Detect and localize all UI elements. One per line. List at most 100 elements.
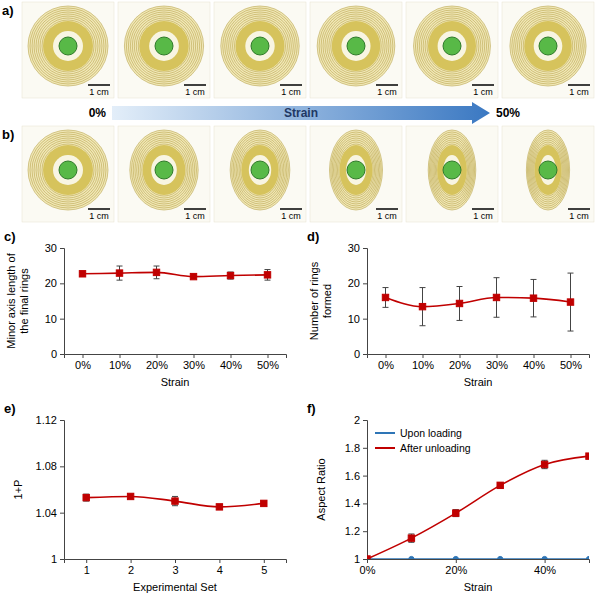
- y-axis-title-line: Aspect Ratio: [315, 458, 327, 520]
- ring: [329, 18, 383, 74]
- ring: [325, 14, 387, 78]
- marker: [493, 294, 499, 300]
- ring: [34, 12, 102, 80]
- green-dot: [347, 37, 365, 55]
- ring: [130, 130, 198, 210]
- tick-label: 1.12: [36, 414, 57, 426]
- ring-zone: [414, 6, 491, 86]
- inner-zone: [524, 21, 572, 71]
- x-axis: 0%20%40%: [360, 559, 590, 576]
- marker: [367, 556, 370, 559]
- series: [367, 556, 589, 559]
- error-bar: [228, 272, 234, 279]
- ring: [231, 16, 290, 76]
- plot-area: 0%20%40%11.21.41.61.82Upon loadingAfter …: [345, 414, 592, 576]
- scale-bar-label: 1 cm: [89, 87, 109, 97]
- error-bar: [542, 460, 548, 468]
- y-axis-title-line: 1+P: [12, 480, 24, 500]
- marker: [382, 294, 388, 300]
- plot-area: 0%10%20%30%40%50%0102030: [348, 242, 590, 371]
- ring: [530, 136, 567, 204]
- photo-tile: 1 cm: [502, 2, 594, 98]
- x-tick: 50%: [560, 354, 582, 371]
- inner-zone: [437, 145, 467, 195]
- error-bar: [128, 494, 134, 499]
- error-bar: [494, 278, 500, 318]
- scale-bar: [472, 208, 494, 210]
- ring: [42, 20, 94, 72]
- y-axis-title-line: formed: [321, 284, 333, 318]
- series-line: [367, 558, 589, 559]
- ring: [221, 6, 299, 86]
- ring: [235, 20, 286, 72]
- x-tick: 20%: [445, 559, 467, 576]
- tick-mark: [157, 354, 158, 358]
- ring: [233, 18, 288, 74]
- error-bar: [531, 279, 537, 316]
- tick-mark: [60, 559, 64, 560]
- tick-mark: [534, 354, 535, 358]
- tick-label: 0: [51, 348, 57, 360]
- ring: [36, 138, 100, 202]
- tick-label: 0%: [360, 564, 376, 576]
- axis-line: [60, 249, 65, 355]
- ring: [514, 10, 583, 82]
- photo-tile: 1 cm: [310, 2, 402, 98]
- scale-bar-label: 1 cm: [473, 87, 493, 97]
- tick-label: 5: [261, 564, 267, 576]
- tick-mark: [363, 531, 367, 532]
- legend-entry: Upon loading: [375, 427, 462, 439]
- ring: [431, 134, 474, 206]
- error-bar: [261, 501, 267, 506]
- error-bar: [83, 494, 89, 501]
- ring: [40, 142, 96, 198]
- ring-zone: [221, 6, 299, 86]
- ring: [142, 144, 186, 196]
- tick-label: 1.4: [345, 497, 360, 509]
- green-dot: [347, 161, 365, 179]
- marker: [541, 461, 547, 467]
- ring: [38, 16, 98, 76]
- ring: [516, 12, 581, 80]
- tick-label: 1.6: [345, 470, 360, 482]
- x-tick: 20%: [449, 354, 471, 371]
- y-tick: 1.04: [36, 507, 64, 519]
- ring: [225, 10, 296, 82]
- tick-label: 3: [172, 564, 178, 576]
- ring: [437, 144, 468, 196]
- plot-area: 0%10%20%30%40%50%0102030: [45, 242, 287, 371]
- scale-bar: [88, 208, 110, 210]
- photo-tile: 1 cm: [406, 126, 498, 222]
- scale-bar-label: 1 cm: [377, 211, 397, 221]
- tick-label: 1.04: [36, 507, 57, 519]
- photo-panel: a)1 cm1 cm1 cm1 cm1 cm1 cm: [2, 2, 594, 98]
- y-tick: 10: [348, 313, 367, 325]
- scale-bar: [376, 84, 398, 86]
- tile-background: [310, 126, 402, 222]
- marks: [79, 266, 270, 280]
- x-axis-title: Experimental Set: [133, 581, 217, 593]
- tile-background: [310, 2, 402, 98]
- tick-mark: [363, 503, 367, 504]
- marker: [497, 482, 503, 488]
- green-dot: [443, 161, 461, 179]
- ring: [130, 12, 197, 80]
- marker: [264, 272, 270, 278]
- green-dot: [59, 161, 77, 179]
- tick-mark: [194, 354, 195, 358]
- ring: [124, 6, 203, 86]
- marks: [367, 453, 589, 559]
- ring: [138, 140, 189, 200]
- y-tick: 0: [354, 348, 367, 360]
- error-bar: [117, 266, 123, 280]
- ring: [335, 138, 377, 202]
- tick-mark: [363, 420, 367, 421]
- tick-mark: [363, 354, 367, 355]
- series-line: [386, 297, 571, 306]
- tick-label: 2: [354, 414, 360, 426]
- tick-label: 1: [84, 564, 90, 576]
- series-line: [86, 496, 264, 506]
- y-tick: 1.6: [345, 470, 367, 482]
- marker: [567, 299, 573, 305]
- y-axis: 11.041.081.12: [36, 414, 65, 565]
